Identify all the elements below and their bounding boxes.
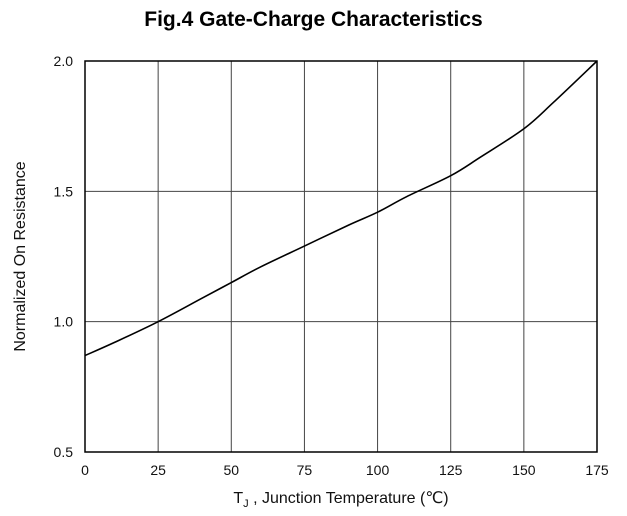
x-tick-label: 100 bbox=[366, 462, 390, 478]
tick-labels: 0 25 50 75 100 125 150 175 0.5 1.0 1.5 2.0 bbox=[54, 53, 609, 478]
x-axis-label: TJ , Junction Temperature (℃) bbox=[233, 490, 448, 510]
grid-lines bbox=[85, 61, 597, 452]
x-axis-label-main: T bbox=[233, 490, 243, 507]
x-axis-label-subscript: J bbox=[243, 498, 249, 510]
series-line bbox=[84, 60, 598, 357]
y-tick-label: 1.5 bbox=[54, 183, 74, 199]
x-tick-label: 175 bbox=[585, 462, 609, 478]
data-layer bbox=[84, 60, 598, 357]
y-tick-label: 1.0 bbox=[54, 314, 74, 330]
plot-frame bbox=[84, 60, 598, 453]
x-tick-label: 50 bbox=[223, 462, 239, 478]
y-axis-label: Normalized On Resistance bbox=[12, 161, 29, 351]
y-tick-label: 0.5 bbox=[54, 444, 74, 460]
x-tick-label: 75 bbox=[297, 462, 313, 478]
x-axis-label-rest: , Junction Temperature (℃) bbox=[249, 490, 449, 507]
x-tick-label: 125 bbox=[439, 462, 463, 478]
x-tick-label: 25 bbox=[150, 462, 166, 478]
y-tick-label: 2.0 bbox=[54, 53, 74, 69]
x-tick-label: 150 bbox=[512, 462, 536, 478]
chart-title: Fig.4 Gate-Charge Characteristics bbox=[144, 8, 483, 31]
x-tick-label: 0 bbox=[81, 462, 89, 478]
